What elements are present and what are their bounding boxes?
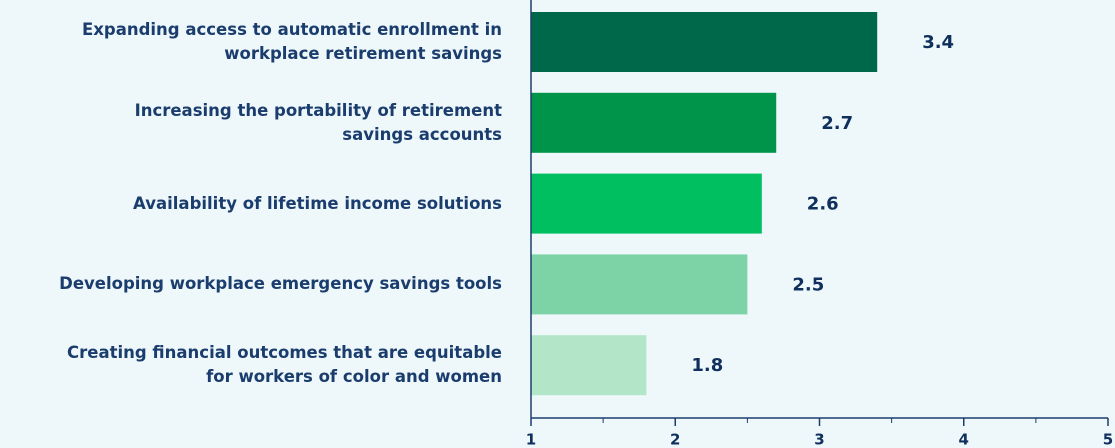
- value-label: 2.5: [792, 274, 824, 295]
- value-label: 3.4: [922, 32, 954, 53]
- bar: [531, 12, 878, 72]
- value-label: 2.6: [807, 194, 839, 215]
- category-label: Developing workplace emergency savings t…: [59, 274, 502, 294]
- bar: [531, 335, 647, 396]
- x-tick-label: 5: [1103, 431, 1113, 448]
- bar: [531, 173, 762, 234]
- x-tick-label: 3: [814, 431, 824, 448]
- category-label: Expanding access to automatic enrollment…: [81, 20, 502, 63]
- x-tick-label: 4: [959, 431, 969, 448]
- category-label: Creating financial outcomes that are equ…: [67, 343, 502, 387]
- value-label: 1.8: [691, 355, 723, 376]
- bar: [531, 92, 777, 153]
- value-label: 2.7: [821, 113, 853, 134]
- x-tick-label: 2: [670, 431, 680, 448]
- x-tick-label: 1: [526, 431, 536, 448]
- bar: [531, 254, 748, 315]
- category-label: Increasing the portability of retirement…: [134, 100, 502, 144]
- category-label: Availability of lifetime income solution…: [133, 193, 502, 213]
